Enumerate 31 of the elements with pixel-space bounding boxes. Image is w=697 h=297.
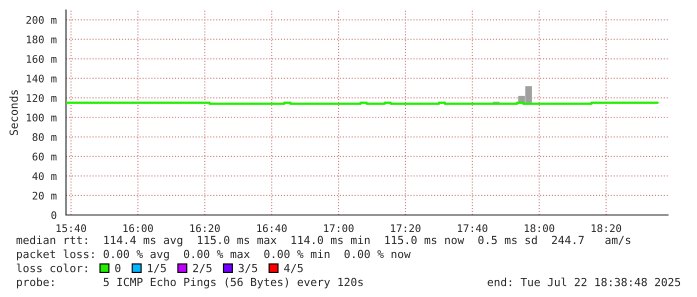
x-tick-label: 17:40 [458, 224, 488, 232]
y-tick-label: 160 m [26, 55, 56, 63]
x-tick-label: 17:00 [324, 224, 354, 232]
legend-label: 0 [115, 264, 120, 272]
y-tick-label: 200 m [26, 16, 56, 24]
x-tick-label: 16:40 [257, 224, 287, 232]
y-tick-label: 140 m [26, 74, 56, 82]
y-tick-label: 20 m [32, 192, 56, 200]
legend-label: 1/5 [148, 264, 166, 274]
x-tick-label: 16:00 [123, 224, 153, 232]
legend-label: 3/5 [238, 264, 258, 274]
legend-label: 4/5 [284, 264, 303, 274]
y-tick-label: 180 m [26, 36, 56, 44]
y-tick-label: 0 [51, 211, 56, 220]
x-tick-label: 18:20 [592, 224, 622, 232]
legend-title: loss color: [16, 264, 87, 272]
y-tick-label: 40 m [32, 172, 56, 180]
x-tick-label: 18:00 [524, 224, 554, 232]
y-tick-label: 120 m [26, 94, 56, 102]
text: median rtt: 114.4 ms avg 115.0 ms max 114.0 ms min 115.0 ms now 0.5 ms sd 244.7 am/s [16, 236, 630, 246]
y-axis-title: Seconds [9, 90, 18, 136]
text: packet loss: 0.00 % avg 0.00 % max 0.00 % min 0.00 % now [17, 250, 411, 260]
text: end: Tue Jul 22 18:38:48 2025 [488, 278, 680, 286]
y-tick-label: 100 m [26, 114, 56, 122]
text: probe: 5 ICMP Echo Pings (56 Bytes) every 120s [17, 278, 363, 288]
x-tick-label: 16:20 [190, 224, 220, 232]
x-tick-label: 15:40 [56, 224, 86, 232]
x-tick-label: 17:20 [391, 224, 420, 232]
y-tick-label: 80 m [32, 133, 56, 142]
y-tick-label: 60 m [32, 152, 56, 161]
legend-label: 2/5 [193, 264, 212, 274]
